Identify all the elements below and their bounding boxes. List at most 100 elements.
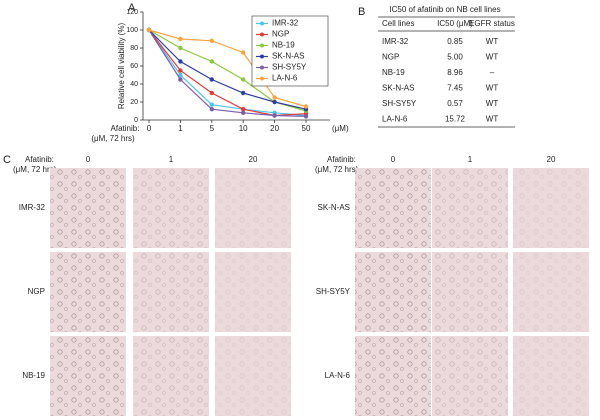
micrograph-cells [215, 252, 291, 332]
data-point [178, 59, 183, 64]
x-tick-label: 20 [270, 124, 279, 133]
dose-header: Afatinib: [327, 155, 356, 164]
micrograph-cells [432, 252, 508, 332]
x-unit: (μM) [332, 124, 349, 133]
data-point [241, 50, 246, 55]
cell-line-label: SH-SY5Y [316, 287, 351, 296]
data-point [209, 38, 214, 43]
legend-label: SK-N-AS [272, 52, 304, 61]
dose-label: 1 [169, 155, 174, 164]
x-tick-label: 0 [147, 124, 152, 133]
data-point [241, 107, 246, 112]
legend-marker [260, 43, 264, 48]
cell-line-label: LA-N-6 [325, 371, 351, 380]
table-cell: LA-N-6 [382, 115, 408, 124]
table-cell: 8.96 [447, 68, 463, 77]
data-point [241, 110, 246, 116]
dose-label: 0 [86, 155, 91, 164]
table-cell: IMR-32 [382, 37, 409, 46]
table-cell: 15.72 [445, 115, 466, 124]
legend-label: LA-N-6 [272, 74, 298, 83]
micrograph-cells [50, 168, 126, 248]
dose-label: 0 [391, 155, 396, 164]
panel-label: B [358, 6, 365, 18]
cell-line-label: IMR-32 [19, 203, 46, 212]
table-title: IC50 of afatinib on NB cell lines [389, 5, 500, 14]
table-cell: SK-N-AS [382, 84, 414, 93]
legend-marker [260, 65, 264, 70]
y-tick-label: 100 [126, 27, 138, 34]
legend-marker [260, 54, 264, 59]
cell-line-label: SK-N-AS [318, 203, 350, 212]
micrograph-cells [355, 168, 431, 248]
legend-marker [260, 32, 264, 37]
micrograph-cells [50, 336, 126, 416]
table-cell: 7.45 [447, 84, 463, 93]
data-point [209, 77, 214, 82]
data-point [272, 99, 277, 105]
y-axis-label: Relative cell viability (%) [117, 23, 126, 110]
y-tick-label: 60 [130, 63, 138, 70]
micrograph-cells [50, 252, 126, 332]
micrograph-cells [432, 336, 508, 416]
dose-label: 20 [249, 155, 258, 164]
micrograph-cells [133, 336, 209, 416]
legend-marker [260, 76, 264, 81]
data-point [209, 90, 214, 96]
data-point [241, 77, 246, 82]
x-prefix: Afatinib: [111, 124, 140, 133]
micrograph-cells [513, 336, 589, 416]
cell-line-label: NGP [28, 287, 45, 296]
data-point [303, 104, 309, 109]
series-line [148, 29, 307, 110]
data-point [209, 107, 214, 112]
panel-label: A [128, 2, 136, 14]
legend-marker [260, 21, 264, 26]
micrograph-cells [133, 168, 209, 248]
data-point [178, 72, 183, 78]
y-tick-label: 80 [130, 45, 138, 52]
data-point [178, 68, 183, 73]
legend-label: IMR-32 [272, 19, 299, 28]
data-point [178, 36, 183, 42]
y-tick-label: 120 [126, 9, 138, 16]
cell-line-label: NB-19 [22, 371, 45, 380]
y-tick-label: 20 [130, 99, 138, 106]
legend-box [251, 15, 329, 87]
table-header: IC50 (μM) [437, 19, 473, 28]
table-header: Cell lines [382, 19, 414, 28]
data-point [303, 114, 309, 119]
table-cell: 0.85 [447, 37, 463, 46]
y-tick-label: 40 [130, 81, 138, 88]
x-tick-label: 10 [239, 124, 248, 133]
table-header: EGFR status [469, 19, 515, 28]
data-point [209, 102, 214, 107]
data-point [146, 27, 152, 33]
table-cell: WT [486, 84, 499, 93]
series-line [148, 29, 307, 108]
dose-label: 1 [468, 155, 473, 164]
panel-label: C [3, 154, 11, 166]
y-tick-label: 0 [134, 117, 138, 124]
dose-header: (μM, 72 hrs) [13, 165, 57, 174]
series-line [148, 29, 307, 117]
legend-label: NGP [272, 30, 289, 39]
x-tick-label: 5 [210, 124, 215, 133]
data-point [178, 45, 183, 51]
micrograph-cells [133, 252, 209, 332]
series-line [148, 29, 307, 117]
table-cell: WT [486, 37, 499, 46]
table-cell: WT [486, 99, 499, 108]
x-prefix: (μM, 72 hrs) [91, 134, 135, 143]
dose-header: Afatinib: [25, 155, 54, 164]
table-cell: SH-SY5Y [382, 99, 417, 108]
data-point [241, 90, 246, 96]
dose-label: 20 [547, 155, 556, 164]
table-cell: 0.57 [447, 99, 463, 108]
table-cell: NGP [382, 53, 399, 62]
micrograph-cells [355, 336, 431, 416]
micrograph-cells [513, 168, 589, 248]
legend-label: NB-19 [272, 41, 295, 50]
